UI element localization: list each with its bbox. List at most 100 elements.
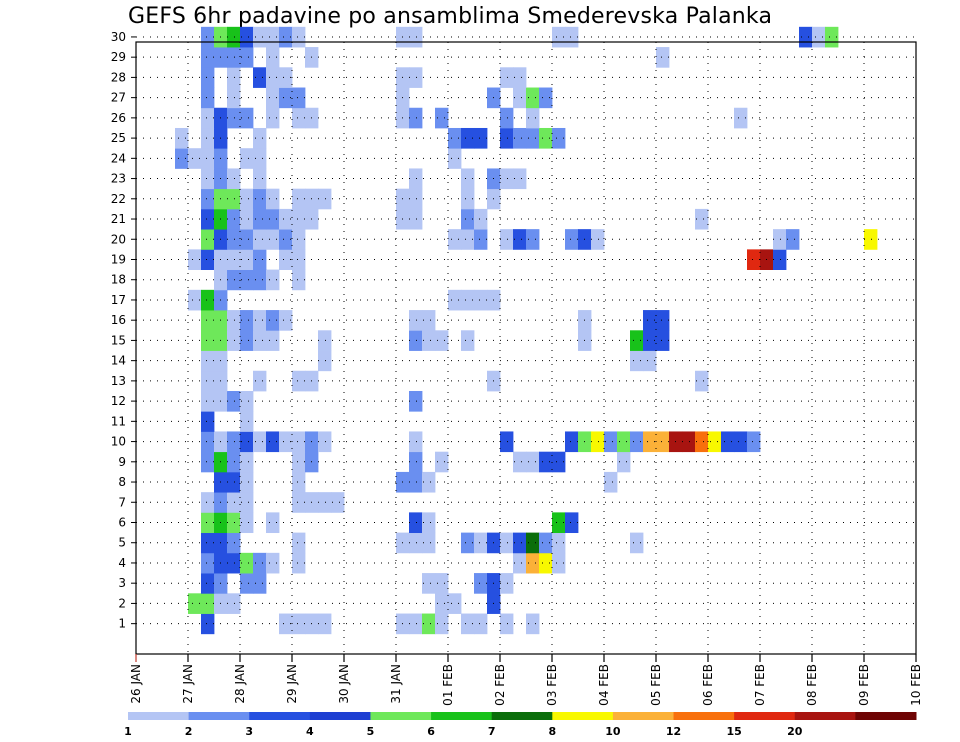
heatmap-cell [253,431,267,453]
colorbar-label: 5 [367,725,375,738]
heatmap-cell [201,148,215,169]
y-tick-label: 24 [111,151,126,165]
heatmap-cell [266,431,280,453]
heatmap-cell [201,87,215,109]
heatmap-cell [201,573,215,594]
heatmap-cell [513,532,527,554]
heatmap-cell [292,208,306,230]
heatmap-cell [461,188,475,210]
heatmap-cell [253,229,267,250]
heatmap-cell [266,47,280,68]
colorbar-swatch [431,712,493,720]
heatmap-cell [526,229,540,250]
heatmap-cell [409,188,423,210]
heatmap-cell [279,208,293,230]
heatmap-cell [292,613,306,635]
heatmap-cell [500,431,514,453]
heatmap-cell [500,168,514,190]
heatmap-cell [279,249,293,270]
x-tick-label: 04 FEB [597,664,611,706]
heatmap-cell [526,127,540,149]
y-tick-label: 6 [118,515,126,529]
heatmap-cell [318,431,332,453]
heatmap-cell [240,229,254,250]
heatmap-cell [266,87,280,109]
heatmap-cell [409,67,423,88]
heatmap-cell [227,310,241,331]
heatmap-cell [201,552,215,574]
heatmap-cell [500,107,514,129]
x-tick-label: 02 FEB [493,664,507,706]
heatmap-cell [292,532,306,554]
heatmap-cell [630,431,644,453]
colorbar-label: 10 [605,725,621,738]
heatmap-cell [240,512,254,534]
heatmap-cell [279,67,293,88]
y-tick-label: 26 [111,111,126,125]
heatmap-cell [253,168,267,190]
heatmap-cell [461,613,475,635]
chart-title: GEFS 6hr padavine po ansamblima Smederev… [128,4,773,29]
heatmap-cell [604,471,618,493]
heatmap-cell [422,512,436,534]
y-tick-label: 17 [111,293,126,307]
heatmap-cell [695,208,709,230]
heatmap-cell [643,431,657,453]
heatmap-cell [656,330,670,351]
colorbar-label: 12 [666,725,681,738]
colorbar-swatch [552,712,614,720]
heatmap-cell [175,148,189,169]
heatmap-cell [240,330,254,351]
heatmap-cell [539,127,553,149]
heatmap-cell [201,330,215,351]
heatmap-cell [773,229,787,250]
heatmap-cell [552,451,566,473]
heatmap-cell [240,47,254,68]
x-tick-label: 30 JAN [337,664,351,704]
heatmap-cell [201,310,215,331]
heatmap-cell [227,593,241,614]
heatmap-cell [409,471,423,493]
heatmap-cell [721,431,735,453]
heatmap-cell [539,552,553,574]
heatmap-cell [253,67,267,88]
heatmap-cell [630,350,644,372]
heatmap-cell [617,431,631,453]
heatmap-cell [292,471,306,493]
heatmap-cell [253,552,267,574]
heatmap-cell [474,613,488,635]
heatmap-cell [201,492,215,513]
heatmap-cell [201,249,215,270]
heatmap-cell [240,431,254,453]
heatmap-cell [266,229,280,250]
heatmap-cell [643,310,657,331]
heatmap-cell [227,431,241,453]
heatmap-cell [201,127,215,149]
colorbar-swatch [612,712,675,720]
heatmap-cell [253,310,267,331]
heatmap-cell [591,229,605,250]
x-tick-label: 03 FEB [545,664,559,706]
heatmap-cell [240,310,254,331]
heatmap-cell [448,148,462,169]
heatmap-cell [240,188,254,210]
heatmap-cell [227,107,241,129]
heatmap-cell [318,492,332,513]
y-tick-label: 10 [111,435,126,449]
heatmap-cell [201,411,215,432]
heatmap-cell [500,127,514,149]
colorbar-swatch [309,712,371,720]
y-tick-label: 3 [118,576,126,590]
x-tick-label: 27 JAN [181,664,195,704]
heatmap-cell [409,208,423,230]
heatmap-cell [461,168,475,190]
heatmap-cell [201,289,215,311]
y-tick-label: 15 [111,333,126,347]
heatmap-cell [227,552,241,574]
heatmap-cell [734,107,748,129]
heatmap-cell [292,451,306,473]
heatmap-cell [266,552,280,574]
heatmap-cell [656,310,670,331]
y-tick-label: 30 [111,30,126,44]
x-tick-label: 07 FEB [753,664,767,706]
